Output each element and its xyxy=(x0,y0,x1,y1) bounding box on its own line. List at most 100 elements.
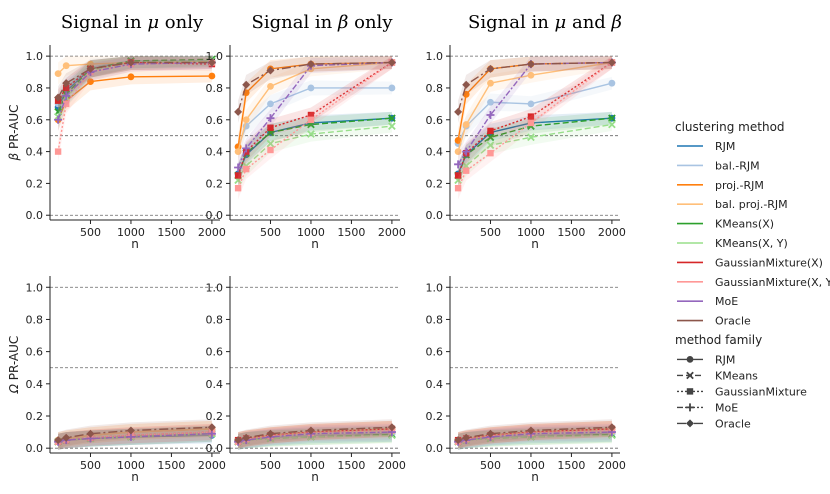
data-point xyxy=(454,148,462,155)
series-bal. proj.-RJM xyxy=(454,56,616,163)
confidence-band xyxy=(58,69,212,131)
confidence-band xyxy=(238,422,392,450)
y-tick-label: 0.4 xyxy=(426,378,444,391)
data-point xyxy=(234,163,243,172)
y-tick-label: 0.2 xyxy=(206,177,224,190)
data-point xyxy=(486,64,495,73)
y-tick-label: 1.0 xyxy=(206,50,224,63)
y-tick-label: 0.0 xyxy=(26,442,44,455)
data-point xyxy=(608,120,616,129)
y-tick-label: 0.4 xyxy=(206,146,224,159)
x-tick-label: 1500 xyxy=(337,459,365,472)
confidence-band xyxy=(458,56,612,152)
confidence-band xyxy=(458,56,612,163)
column-titles: Signal in μ only Signal in β only Signal i… xyxy=(61,12,622,33)
data-point xyxy=(242,144,251,153)
row-label-2: Ω PR-AUC xyxy=(7,336,21,395)
x-tick-label: 2000 xyxy=(198,459,226,472)
data-point xyxy=(454,172,462,179)
data-point xyxy=(266,66,275,75)
data-point xyxy=(306,60,315,69)
series-line xyxy=(237,61,392,168)
data-point xyxy=(62,91,71,100)
confidence-band xyxy=(58,56,212,128)
x-tick-label: 1000 xyxy=(297,459,325,472)
x-tick-label: 1500 xyxy=(557,459,585,472)
data-point xyxy=(207,423,216,432)
legend-item: bal.-RJM xyxy=(715,159,760,172)
y-tick-label: 0.6 xyxy=(426,114,444,127)
legend-family-marker xyxy=(686,388,694,395)
legend-family-item: Oracle xyxy=(715,417,751,430)
data-point xyxy=(234,184,242,192)
confidence-band xyxy=(458,420,612,449)
confidence-band xyxy=(458,422,612,450)
series-Oracle xyxy=(54,56,216,109)
data-point xyxy=(486,133,495,142)
x-tick-label: 1000 xyxy=(117,459,145,472)
x-tick-label: 500 xyxy=(260,459,281,472)
series-line xyxy=(237,61,393,189)
legend-item: RJM xyxy=(715,140,735,153)
data-point xyxy=(462,80,471,89)
y-tick-label: 0.0 xyxy=(426,442,444,455)
data-point xyxy=(307,130,315,138)
y-tick-label: 0.6 xyxy=(26,114,44,127)
y-tick-label: 0.2 xyxy=(26,177,44,190)
y-tick-label: 1.0 xyxy=(26,281,44,294)
confidence-band xyxy=(58,425,212,450)
confidence-band xyxy=(458,118,612,192)
y-tick-label: 1.0 xyxy=(26,50,44,63)
data-point xyxy=(266,114,275,123)
confidence-band xyxy=(458,76,612,155)
confidence-band xyxy=(58,56,212,123)
x-axis-label: n xyxy=(531,237,539,251)
data-point xyxy=(462,433,471,442)
x-tick-label: 500 xyxy=(480,226,501,239)
data-point xyxy=(487,149,494,157)
data-point xyxy=(607,58,616,67)
data-point xyxy=(234,107,243,116)
data-point xyxy=(527,100,535,108)
legend-family-marker xyxy=(686,419,694,428)
data-point xyxy=(462,147,471,156)
legend-item: GaussianMixture(X, Y) xyxy=(715,276,830,289)
y-tick-label: 0.4 xyxy=(26,378,44,391)
data-point xyxy=(242,433,251,442)
data-point xyxy=(267,124,274,131)
data-point xyxy=(307,116,315,123)
data-point xyxy=(126,426,135,435)
confidence-band xyxy=(58,419,212,449)
confidence-band xyxy=(458,424,612,450)
data-point xyxy=(62,62,70,70)
legend-item: bal. proj.-RJM xyxy=(715,198,788,211)
confidence-band xyxy=(58,426,212,450)
x-tick-label: 2000 xyxy=(598,459,626,472)
confidence-band xyxy=(238,111,392,185)
data-point xyxy=(267,82,274,90)
data-point xyxy=(86,64,95,73)
series-line xyxy=(457,117,612,176)
x-tick-label: 1000 xyxy=(117,226,145,239)
confidence-band xyxy=(58,56,212,131)
x-tick-label: 1500 xyxy=(337,226,365,239)
confidence-band xyxy=(238,420,392,449)
confidence-band xyxy=(238,56,392,200)
confidence-band xyxy=(238,56,392,187)
x-tick-label: 500 xyxy=(480,459,501,472)
y-tick-label: 0.2 xyxy=(26,410,44,423)
data-point xyxy=(487,98,494,106)
series-line xyxy=(57,61,212,120)
data-point xyxy=(454,184,462,192)
data-point xyxy=(266,429,275,438)
data-point xyxy=(242,116,250,124)
x-tick-label: 2000 xyxy=(378,226,406,239)
confidence-band xyxy=(238,56,392,123)
x-tick-label: 1000 xyxy=(517,459,545,472)
data-point xyxy=(527,113,535,120)
data-point xyxy=(608,79,616,87)
data-point xyxy=(127,73,135,81)
data-point xyxy=(54,436,63,445)
panel-r1-c3: 0.0 0.2 0.4 0.6 0.8 1.0 500 1000 1500 2000 n xyxy=(426,45,626,251)
legend: clustering method RJM bal.-RJM proj.-RJM bal… xyxy=(675,120,830,430)
